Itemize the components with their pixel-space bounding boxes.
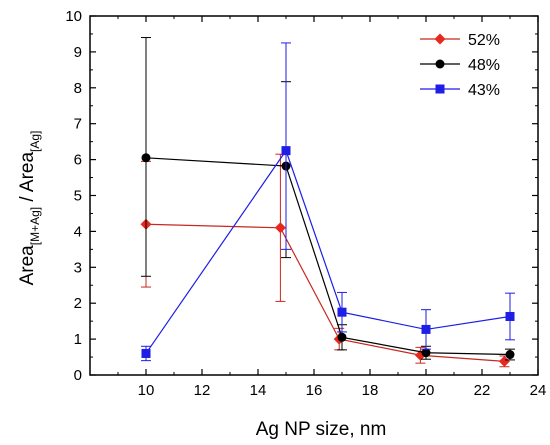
y-tick-label: 4 <box>74 223 82 240</box>
data-point <box>421 348 431 358</box>
data-point <box>505 350 515 360</box>
x-tick-label: 16 <box>306 382 323 399</box>
y-tick-label: 5 <box>74 188 82 205</box>
y-tick-label: 9 <box>74 44 82 61</box>
x-tick-label: 20 <box>418 382 435 399</box>
y-tick-label: 3 <box>74 259 82 276</box>
data-point <box>281 146 291 156</box>
x-tick-label: 22 <box>474 382 491 399</box>
x-tick-label: 10 <box>138 382 155 399</box>
series-layer <box>140 37 515 368</box>
legend-marker <box>435 84 445 94</box>
legend-label: 48% <box>468 57 500 74</box>
y-tick-label: 10 <box>65 8 82 25</box>
data-point <box>141 153 151 163</box>
y-tick-label: 6 <box>74 152 82 169</box>
data-point <box>421 324 431 334</box>
data-point <box>274 222 286 234</box>
y-tick-label: 1 <box>74 331 82 348</box>
y-axis-label: Area[M+Ag] / Area[Ag] <box>17 131 42 286</box>
series-3 <box>141 42 515 362</box>
data-point <box>337 307 347 317</box>
legend-item: 52% <box>420 32 500 49</box>
legend-label: 43% <box>468 82 500 99</box>
y-tick-label: 2 <box>74 295 82 312</box>
x-tick-label: 12 <box>194 382 211 399</box>
y-axis-label-sub1: [M+Ag] <box>28 207 42 245</box>
y-axis-label-part1: Area <box>17 245 38 286</box>
legend-label: 52% <box>468 32 500 49</box>
data-point <box>498 355 510 367</box>
series-1 <box>140 153 510 368</box>
y-tick-label: 7 <box>74 116 82 133</box>
legend-marker <box>434 33 446 45</box>
legend-item: 48% <box>420 57 500 74</box>
x-tick-label: 18 <box>362 382 379 399</box>
y-axis-label-part2: / Area <box>17 152 38 207</box>
y-tick-label: 0 <box>74 367 82 384</box>
plot-frame <box>89 15 539 376</box>
x-tick-label: 24 <box>530 382 547 399</box>
series-line <box>145 223 505 362</box>
y-axis-label-sub2: [Ag] <box>28 131 42 152</box>
legend-marker <box>435 59 445 69</box>
series-2 <box>141 37 515 361</box>
legend: 52% 48% 43% <box>420 32 500 99</box>
data-point <box>141 348 151 358</box>
y-tick-label: 8 <box>74 80 82 97</box>
x-tick-label: 14 <box>250 382 267 399</box>
legend-item: 43% <box>420 82 500 99</box>
data-point <box>337 332 347 342</box>
series-line <box>145 149 511 354</box>
data-point <box>505 311 515 321</box>
x-axis-label: Ag NP size, nm <box>256 419 387 440</box>
